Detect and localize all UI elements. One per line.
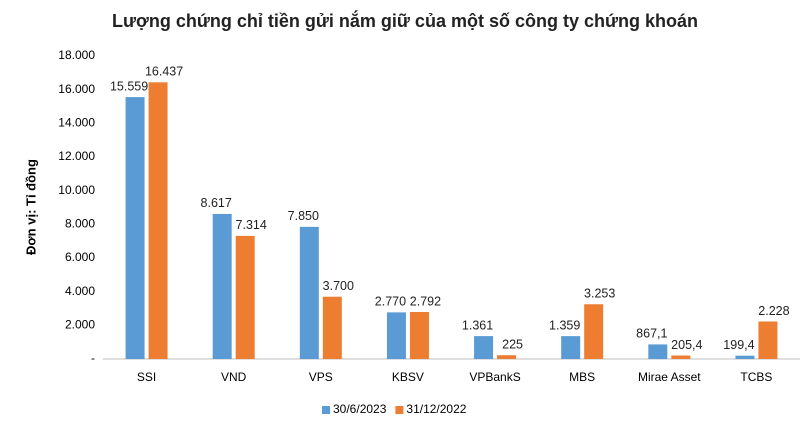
data-label: 2.228 — [758, 304, 789, 318]
y-tick-label: 8.000 — [65, 217, 95, 231]
bar — [648, 344, 668, 359]
bar — [758, 321, 778, 359]
x-tick-label: SSI — [137, 370, 156, 384]
x-tick-label: MBS — [569, 370, 595, 384]
bar — [125, 97, 145, 360]
x-tick-label: TCBS — [740, 370, 772, 384]
bar — [584, 304, 604, 359]
data-label: 205,4 — [671, 338, 702, 352]
bar — [735, 355, 755, 359]
bar — [322, 296, 342, 359]
data-label: 199,4 — [723, 338, 754, 352]
bar — [235, 235, 255, 359]
bar — [386, 312, 406, 359]
y-tick-label: 6.000 — [65, 250, 95, 264]
legend-swatch — [322, 406, 330, 414]
data-label: 8.617 — [201, 196, 232, 210]
x-tick-label: VPS — [309, 370, 333, 384]
bar — [474, 336, 494, 359]
data-label: 16.437 — [145, 65, 183, 79]
y-tick-label: 10.000 — [58, 183, 95, 197]
data-label: 1.361 — [462, 318, 493, 332]
data-label: 7.850 — [288, 209, 319, 223]
y-tick-label: 4.000 — [65, 284, 95, 298]
x-tick-label: KBSV — [392, 370, 424, 384]
x-tick-label: VND — [221, 370, 247, 384]
y-tick-label: 12.000 — [58, 149, 95, 163]
bar — [561, 336, 581, 359]
y-tick-label: 18.000 — [58, 48, 95, 62]
x-tick-label: VPBankS — [469, 370, 520, 384]
y-tick-label: 14.000 — [58, 116, 95, 130]
y-tick-label: - — [91, 351, 95, 365]
data-label: 2.770 — [375, 295, 406, 309]
legend-label: 31/12/2022 — [406, 402, 466, 416]
chart-title: Lượng chứng chỉ tiền gửi nắm giữ của một… — [112, 10, 698, 31]
bar — [671, 355, 691, 359]
x-tick-label: Mirae Asset — [638, 370, 701, 384]
data-label: 7.314 — [236, 218, 267, 232]
data-label: 1.359 — [549, 318, 580, 332]
y-axis-label: Đơn vị: Tỉ đồng — [23, 159, 38, 255]
data-label: 3.700 — [323, 279, 354, 293]
bar — [299, 226, 319, 359]
data-label: 3.253 — [584, 287, 615, 301]
data-label: 867,1 — [636, 327, 667, 341]
data-label: 225 — [502, 338, 523, 352]
y-tick-label: 16.000 — [58, 82, 95, 96]
bar — [212, 213, 232, 359]
bar — [497, 355, 517, 359]
data-label: 2.792 — [410, 294, 441, 308]
legend-label: 30/6/2023 — [333, 402, 387, 416]
legend-swatch — [395, 406, 404, 414]
y-tick-label: 2.000 — [65, 318, 95, 332]
bar — [409, 312, 429, 359]
bar — [148, 82, 168, 360]
data-label: 15.559 — [110, 79, 148, 93]
